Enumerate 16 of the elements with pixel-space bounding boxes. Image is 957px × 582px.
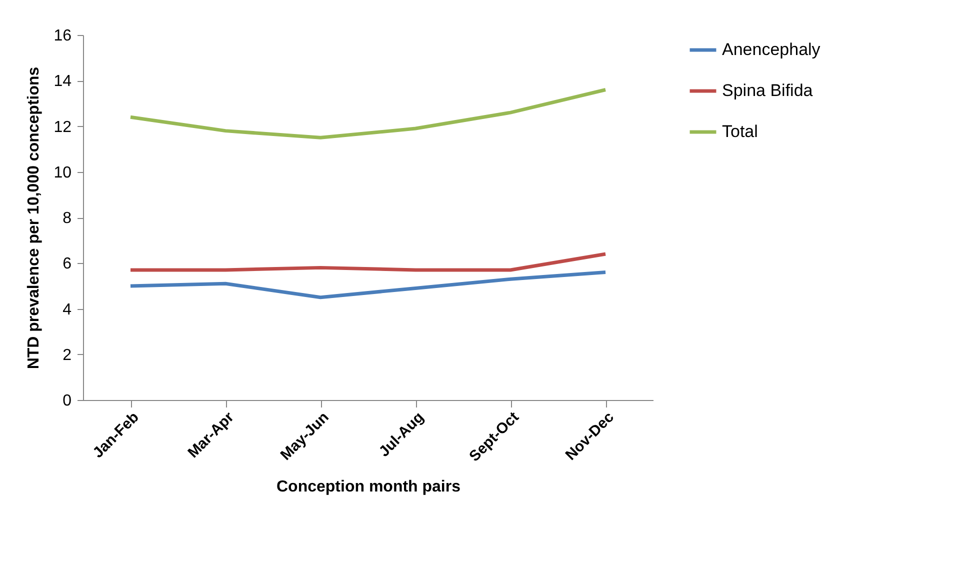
y-tick-label: 2 bbox=[62, 346, 72, 364]
line-series bbox=[128, 270, 608, 300]
y-tick-label: 16 bbox=[54, 28, 72, 44]
y-tick-label: 6 bbox=[62, 256, 72, 273]
y-tick-label: 8 bbox=[62, 210, 72, 227]
x-axis-title: Conception month pairs bbox=[276, 478, 461, 496]
line-series bbox=[128, 88, 608, 140]
y-tick-label: 4 bbox=[62, 301, 72, 318]
legend-label: Spina Bifida bbox=[722, 81, 814, 100]
y-axis-title: NTD prevalence per 10,000 conceptions bbox=[26, 66, 43, 370]
y-tick-label: 12 bbox=[54, 118, 72, 136]
legend-label: Anencephaly bbox=[722, 40, 821, 59]
y-tick-label: 14 bbox=[54, 73, 72, 90]
y-tick-label: 10 bbox=[54, 164, 72, 182]
legend-label: Total bbox=[722, 122, 758, 141]
y-tick-label: 0 bbox=[62, 392, 72, 410]
